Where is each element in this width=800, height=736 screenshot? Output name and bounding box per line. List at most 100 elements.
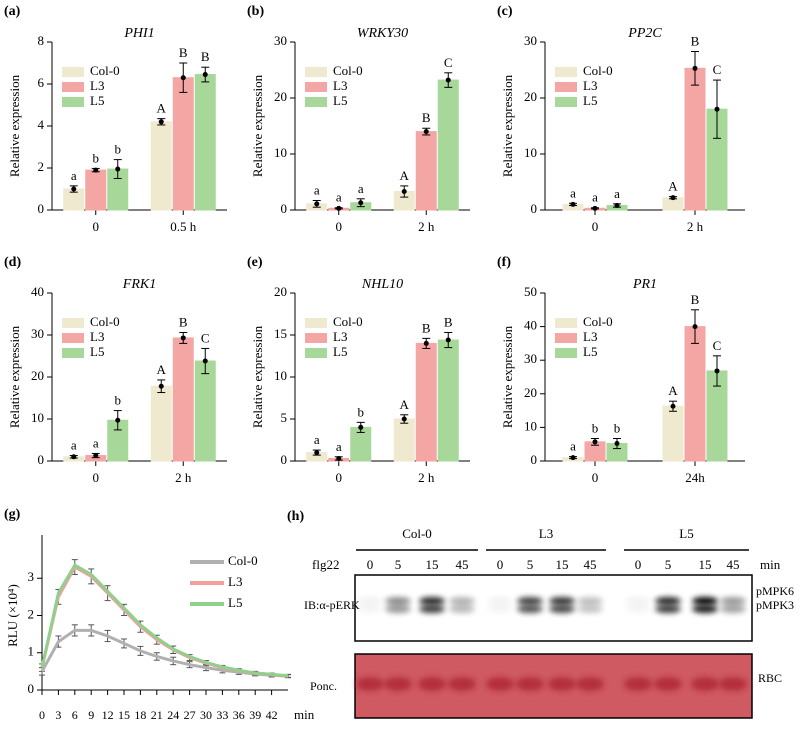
bar bbox=[85, 169, 107, 211]
mean-dot bbox=[336, 455, 342, 461]
x-tick-label: 30 bbox=[200, 708, 212, 722]
significance-letter: B bbox=[422, 110, 431, 125]
mean-dot bbox=[180, 335, 186, 341]
x-tick-label: 21 bbox=[151, 708, 163, 722]
y-axis-label: RLU (×10⁴) bbox=[5, 584, 20, 647]
time-label: 15 bbox=[699, 557, 712, 572]
y-tick-label: 15 bbox=[274, 326, 287, 341]
y-tick-label: 8 bbox=[38, 33, 45, 48]
legend-label: L5 bbox=[583, 93, 597, 108]
loading-band bbox=[448, 677, 476, 691]
panel-label: (a) bbox=[4, 4, 21, 19]
significance-letter: A bbox=[668, 179, 678, 194]
legend-swatch bbox=[555, 333, 577, 343]
time-label: 0 bbox=[635, 557, 642, 572]
x-tick-label: 6 bbox=[72, 708, 78, 722]
mean-dot bbox=[180, 75, 186, 81]
y-tick-label: 4 bbox=[38, 117, 45, 132]
legend-swatch bbox=[62, 333, 84, 343]
band bbox=[549, 597, 575, 605]
legend-swatch bbox=[305, 67, 327, 77]
loading-band bbox=[624, 677, 652, 691]
significance-letter: C bbox=[201, 330, 210, 345]
legend-swatch bbox=[305, 318, 327, 328]
y-tick-label: 5 bbox=[281, 410, 288, 425]
x-tick-label: 24h bbox=[685, 470, 705, 485]
legend-label: L5 bbox=[333, 344, 347, 359]
y-tick-label: 2 bbox=[28, 606, 35, 621]
significance-letter: b bbox=[115, 393, 122, 408]
loading-label: Ponc. bbox=[310, 679, 337, 693]
time-label: 15 bbox=[426, 557, 439, 572]
loading-band-label: RBC bbox=[758, 671, 782, 685]
y-tick-label: 30 bbox=[524, 33, 537, 48]
significance-letter: C bbox=[444, 55, 453, 70]
y-tick-label: 20 bbox=[31, 368, 44, 383]
band bbox=[655, 597, 681, 605]
y-tick-label: 30 bbox=[524, 351, 537, 366]
loading-band bbox=[691, 677, 719, 691]
band bbox=[357, 597, 383, 605]
significance-letter: a bbox=[71, 438, 77, 453]
time-label: 5 bbox=[395, 557, 402, 572]
mean-dot bbox=[358, 424, 364, 430]
significance-letter: a bbox=[314, 432, 320, 447]
x-tick-label: 18 bbox=[134, 708, 146, 722]
mean-dot bbox=[336, 205, 342, 211]
legend-swatch bbox=[555, 82, 577, 92]
y-tick-label: 10 bbox=[274, 145, 287, 160]
significance-letter: A bbox=[668, 383, 678, 398]
y-axis-label: Relative expression bbox=[500, 74, 515, 177]
x-tick-label: 0 bbox=[93, 470, 100, 485]
significance-letter: a bbox=[358, 181, 364, 196]
significance-letter: B bbox=[179, 45, 188, 60]
significance-letter: C bbox=[713, 338, 722, 353]
antibody-label: IB:α-pERK bbox=[304, 598, 360, 612]
significance-letter: A bbox=[400, 168, 410, 183]
mean-dot bbox=[358, 200, 364, 206]
bar bbox=[194, 74, 216, 211]
y-tick-label: 20 bbox=[274, 284, 287, 299]
band bbox=[517, 597, 543, 605]
x-tick-label: 3 bbox=[55, 708, 61, 722]
y-tick-label: 20 bbox=[274, 89, 287, 104]
panel-label: (g) bbox=[4, 507, 21, 522]
mean-dot bbox=[202, 358, 208, 364]
band bbox=[625, 597, 651, 605]
significance-letter: a bbox=[570, 439, 576, 454]
loading-band bbox=[384, 677, 412, 691]
legend-swatch bbox=[555, 318, 577, 328]
x-tick-label: 2 h bbox=[687, 219, 704, 234]
significance-letter: b bbox=[358, 404, 365, 419]
band bbox=[449, 597, 475, 605]
chart-title: NHL10 bbox=[361, 277, 403, 292]
y-tick-label: 3 bbox=[28, 569, 35, 584]
legend-label: Col-0 bbox=[333, 63, 363, 78]
band bbox=[577, 605, 603, 613]
band bbox=[419, 597, 445, 605]
loading-band bbox=[418, 677, 446, 691]
legend-swatch bbox=[62, 67, 84, 77]
x-tick-label: 2 h bbox=[418, 219, 435, 234]
significance-letter: B bbox=[422, 320, 431, 335]
mean-dot bbox=[592, 439, 598, 445]
mean-dot bbox=[314, 201, 320, 207]
y-tick-label: 50 bbox=[524, 284, 537, 299]
significance-letter: B bbox=[691, 292, 700, 307]
mean-dot bbox=[614, 441, 620, 447]
band bbox=[625, 605, 651, 613]
y-tick-label: 1 bbox=[28, 644, 35, 659]
mean-dot bbox=[158, 119, 164, 125]
significance-letter: b bbox=[115, 142, 122, 157]
chart-title: PHI1 bbox=[123, 26, 154, 41]
loading-band bbox=[576, 677, 604, 691]
band bbox=[577, 597, 603, 605]
chart-title: PR1 bbox=[632, 277, 657, 292]
time-unit: min bbox=[760, 557, 781, 572]
band-label: pMPK6 bbox=[756, 584, 794, 598]
legend-label: Col-0 bbox=[583, 63, 613, 78]
mean-dot bbox=[401, 189, 407, 195]
bar bbox=[194, 360, 216, 462]
panel-label: (e) bbox=[247, 255, 263, 270]
mean-dot bbox=[570, 201, 576, 207]
